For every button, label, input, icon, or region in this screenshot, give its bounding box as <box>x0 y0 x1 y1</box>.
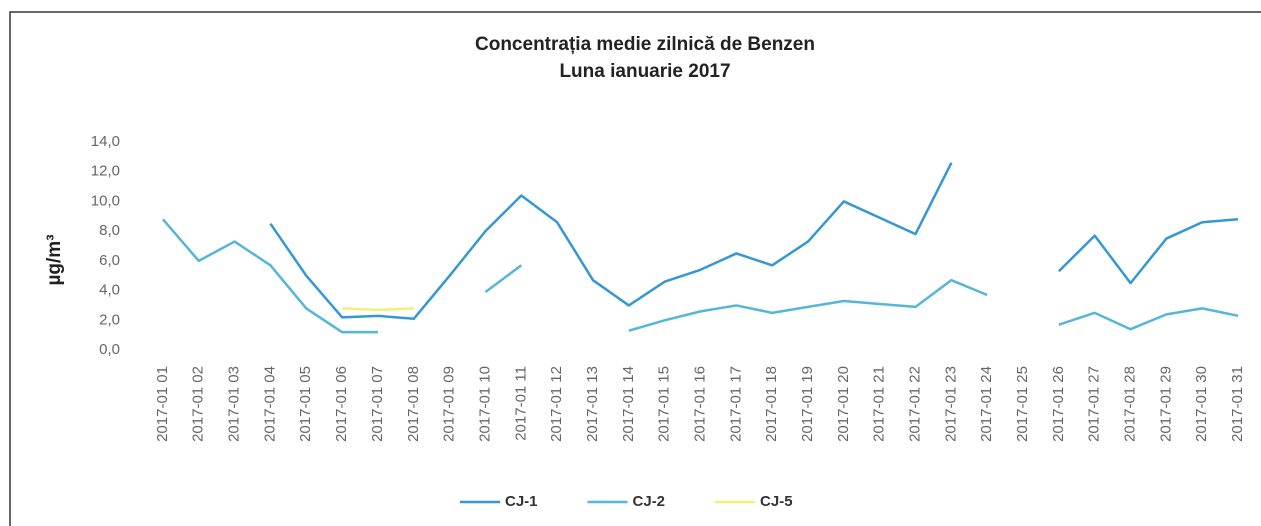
chart-title: Concentrația medie zilnică de Benzen <box>475 34 815 55</box>
x-tick-label: 2017-01 23 <box>942 366 959 442</box>
x-tick-label: 2017-01 06 <box>333 366 350 442</box>
x-tick-label: 2017-01 02 <box>190 366 207 442</box>
x-tick-label: 2017-01 13 <box>584 366 601 442</box>
y-axis-label: µg/m³ <box>44 234 65 285</box>
x-tick-label: 2017-01 12 <box>548 366 565 442</box>
series-line <box>161 218 1239 334</box>
x-tick-label: 2017-01 16 <box>691 366 708 442</box>
x-tick-label: 2017-01 10 <box>476 366 493 442</box>
y-tick-label: 6,0 <box>99 252 120 269</box>
y-tick-label: 2,0 <box>99 311 120 328</box>
x-tick-label: 2017-01 17 <box>727 366 744 442</box>
x-tick-label: 2017-01 29 <box>1157 366 1174 442</box>
y-tick-label: 8,0 <box>99 222 120 239</box>
x-tick-label: 2017-01 25 <box>1014 366 1031 442</box>
x-tick-label: 2017-01 19 <box>799 366 816 442</box>
x-tick-label: 2017-01 14 <box>620 366 637 442</box>
x-tick-label: 2017-01 31 <box>1229 366 1246 442</box>
x-tick-label: 2017-01 22 <box>907 366 924 442</box>
chart-frame <box>9 11 1261 526</box>
y-tick-label: 14,0 <box>91 133 120 150</box>
legend-label: CJ-1 <box>505 493 538 510</box>
y-tick-label: 0,0 <box>99 341 120 358</box>
x-tick-label: 2017-01 08 <box>405 366 422 442</box>
x-tick-label: 2017-01 20 <box>835 366 852 442</box>
x-tick-label: 2017-01 01 <box>154 366 171 442</box>
x-tick-label: 2017-01 30 <box>1193 366 1210 442</box>
series-line <box>269 162 1239 321</box>
x-tick-label: 2017-01 28 <box>1122 366 1139 442</box>
x-tick-label: 2017-01 09 <box>441 366 458 442</box>
x-tick-label: 2017-01 27 <box>1086 366 1103 442</box>
y-tick-label: 12,0 <box>91 163 120 180</box>
series-line <box>342 307 414 312</box>
x-tick-label: 2017-01 11 <box>512 366 529 441</box>
x-tick-label: 2017-01 24 <box>978 366 995 442</box>
y-tick-label: 4,0 <box>99 282 120 299</box>
x-tick-label: 2017-01 04 <box>261 366 278 442</box>
x-tick-label: 2017-01 15 <box>656 366 673 442</box>
x-tick-label: 2017-01 05 <box>297 366 314 442</box>
legend-label: CJ-5 <box>760 493 793 510</box>
legend-label: CJ-2 <box>633 493 666 510</box>
x-tick-label: 2017-01 26 <box>1050 366 1067 442</box>
x-tick-label: 2017-01 21 <box>871 366 888 442</box>
x-tick-label: 2017-01 18 <box>763 366 780 442</box>
x-tick-label: 2017-01 07 <box>369 366 386 442</box>
chart-subtitle: Luna ianuarie 2017 <box>559 61 730 82</box>
y-tick-label: 10,0 <box>91 192 120 209</box>
x-tick-label: 2017-01 03 <box>226 366 243 442</box>
